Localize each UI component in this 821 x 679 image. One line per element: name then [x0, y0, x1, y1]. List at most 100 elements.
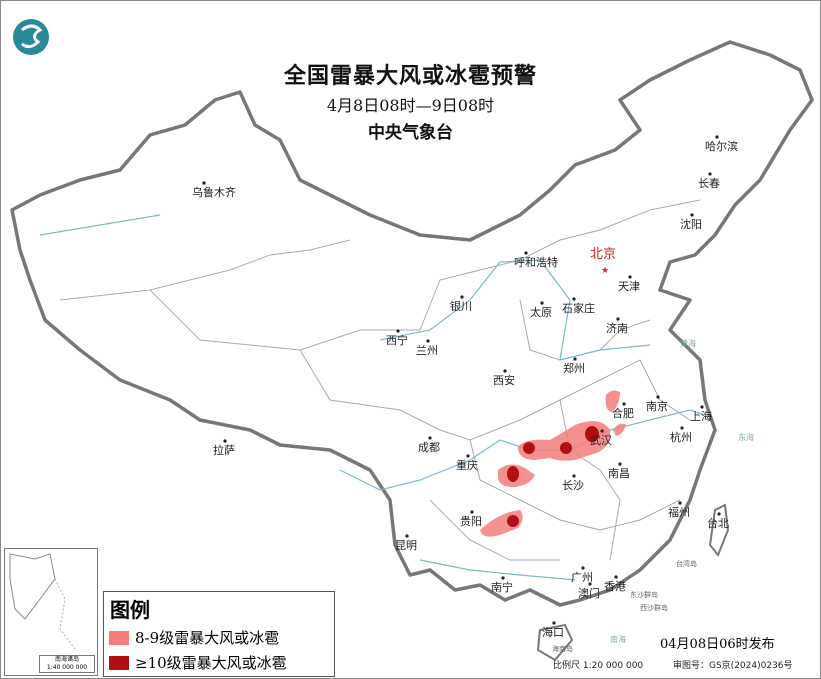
city-marker: 哈尔滨	[705, 135, 738, 153]
legend-label: ≥10级雷暴大风或冰雹	[135, 654, 287, 672]
forecast-period: 4月8日08时—9日08时	[326, 96, 495, 115]
city-marker: 石家庄	[562, 297, 595, 315]
city-dot-icon	[573, 357, 577, 361]
city-dot-icon	[717, 512, 721, 516]
city-label: 长沙	[562, 479, 584, 492]
inset-label: 南海诸岛 1:40 000 000	[39, 655, 95, 673]
city-dot-icon	[540, 301, 544, 305]
warning-area-10plus	[507, 515, 519, 527]
city-marker: 上海	[690, 405, 712, 423]
inset-map	[9, 553, 76, 650]
taiwan-outline	[708, 503, 730, 557]
city-label: 哈尔滨	[705, 139, 738, 153]
legend-item: 8-9级雷暴大风或冰雹	[109, 627, 334, 648]
island-label: 西沙群岛	[640, 603, 668, 612]
city-label: 银川	[450, 299, 472, 313]
city-dot-icon	[501, 576, 505, 580]
city-marker: 天津	[618, 275, 640, 293]
city-dot-icon	[572, 474, 576, 478]
island-label: 台湾岛	[676, 559, 697, 568]
city-dot-icon	[572, 297, 576, 301]
city-label: 台北	[707, 516, 729, 530]
city-marker: 拉萨	[213, 439, 235, 457]
island-label: 海南岛	[552, 644, 573, 653]
city-label: 上海	[690, 409, 712, 423]
city-label: 福州	[668, 505, 690, 519]
city-dot-icon	[428, 436, 432, 440]
city-dot-icon	[202, 181, 206, 185]
city-label: 武汉	[590, 434, 612, 447]
warning-area-8-9	[613, 423, 626, 436]
city-label: 天津	[618, 280, 640, 293]
city-dot-icon	[614, 575, 618, 579]
city-dot-icon	[678, 501, 682, 505]
legend-item: ≥10级雷暴大风或冰雹	[109, 652, 334, 673]
city-dot-icon	[524, 251, 528, 255]
city-dot-icon	[600, 429, 604, 433]
city-label: 兰州	[416, 344, 438, 357]
city-dot-icon	[715, 135, 719, 139]
city-marker: 西安	[493, 369, 515, 387]
warning-area-10plus	[523, 442, 535, 454]
capital-label: 北京	[590, 247, 616, 262]
map-title: 全国雷暴大风或冰雹预警	[283, 64, 537, 89]
city-dot-icon	[656, 395, 660, 399]
city-label: 长春	[698, 177, 720, 190]
city-marker: 香港	[604, 575, 626, 593]
city-label: 西宁	[386, 333, 408, 347]
city-dot-icon	[223, 439, 227, 443]
sea-label: 南海	[610, 634, 626, 644]
city-marker: 昆明	[395, 534, 417, 552]
city-label: 重庆	[456, 458, 478, 472]
hainan-outline	[536, 623, 574, 662]
city-dot-icon	[552, 621, 556, 625]
country-outline	[10, 40, 814, 607]
city-marker: 郑州	[563, 357, 585, 375]
city-marker: 南京	[646, 395, 668, 413]
city-dot-icon	[622, 402, 626, 406]
sea-label: 黄海	[680, 338, 696, 348]
city-dot-icon	[628, 275, 632, 279]
city-marker: 广州	[571, 566, 593, 584]
island-label: 东沙群岛	[630, 590, 658, 599]
issue-time: 04月08日06时发布	[660, 637, 775, 652]
issuer: 中央气象台	[368, 123, 453, 143]
city-dot-icon	[581, 566, 585, 570]
city-label: 太原	[530, 306, 552, 319]
city-marker: 澳门	[578, 582, 600, 600]
city-dot-icon	[396, 329, 400, 333]
city-marker: 呼和浩特	[514, 251, 558, 269]
south-china-sea-inset: 南海诸岛 1:40 000 000	[4, 548, 98, 676]
city-dot-icon	[690, 213, 694, 217]
city-dot-icon	[618, 462, 622, 466]
city-dot-icon	[460, 295, 464, 299]
city-label: 香港	[604, 580, 626, 593]
city-marker: 南昌	[608, 462, 630, 480]
city-marker: 乌鲁木齐	[192, 181, 236, 199]
city-label: 杭州	[670, 430, 692, 444]
city-dot-icon	[708, 172, 712, 176]
city-label: 澳门	[578, 586, 600, 600]
legend-swatch	[109, 655, 129, 670]
city-marker: 贵阳	[460, 510, 482, 528]
city-label: 昆明	[395, 539, 417, 552]
warning-area-10plus	[560, 442, 572, 454]
city-label: 南昌	[608, 467, 630, 480]
city-label: 西安	[493, 373, 515, 387]
city-label: 广州	[571, 571, 593, 584]
city-label: 郑州	[563, 361, 585, 375]
city-marker: 沈阳	[680, 213, 702, 231]
warning-area-10plus	[585, 426, 599, 442]
city-dot-icon	[466, 454, 470, 458]
city-marker: 成都	[418, 436, 440, 454]
city-dot-icon	[503, 369, 507, 373]
warning-areas	[480, 390, 626, 537]
city-marker: 合肥	[612, 402, 634, 420]
city-marker: 杭州	[670, 426, 692, 444]
city-label: 海口	[542, 625, 564, 639]
minor-labels: 台湾岛 东沙群岛 西沙群岛 海南岛 黄海 东海 南海	[552, 338, 754, 653]
city-marker: 台北	[707, 512, 729, 530]
city-dot-icon	[426, 339, 430, 343]
